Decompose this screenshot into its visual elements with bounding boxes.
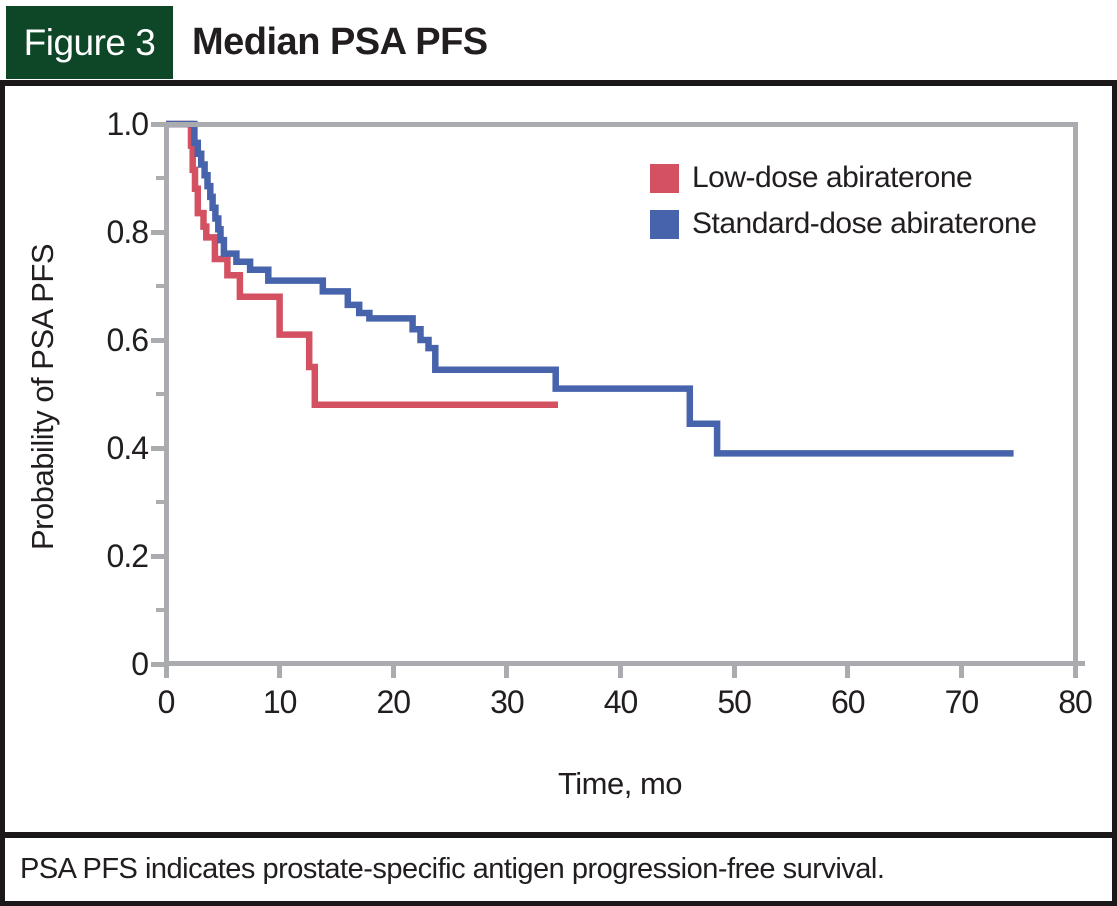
x-tick-mark [618,664,623,678]
y-tick-mark [151,229,165,235]
right-border [1112,86,1117,906]
y-minor-tick-mark [156,176,165,180]
km-curve [166,120,558,409]
x-axis-line [164,661,1085,666]
y-tick-mark [151,337,165,343]
km-curve [166,120,1014,457]
x-tick-label: 70 [944,684,980,720]
plot-frame-top [164,122,1078,127]
legend-swatch [650,163,679,193]
x-tick-mark [163,664,169,678]
y-tick-mark [151,445,165,451]
x-axis-title: Time, mo [557,766,683,801]
figure-header: Figure 3 Median PSA PFS [0,0,1117,80]
legend-item: Standard-dose abiraterone [650,201,1037,247]
y-tick-label: 0.4 [106,430,149,466]
x-tick-mark [390,664,396,678]
y-axis-line [164,122,169,666]
footnote-divider-rule [0,832,1117,838]
x-tick-label: 0 [157,684,176,720]
figure-title: Median PSA PFS [192,21,488,63]
y-minor-tick-mark [156,500,165,504]
legend-label: Standard-dose abiraterone [692,207,1037,240]
y-tick-mark [151,553,165,559]
left-border [0,86,5,906]
legend-swatch [650,209,679,239]
x-tick-mark [958,664,964,678]
legend-label: Low-dose abiraterone [692,161,973,194]
y-tick-label: 1.0 [106,106,149,142]
y-tick-mark [151,661,165,667]
x-tick-label: 50 [717,684,752,720]
y-axis-title: Probability of PSA PFS [25,243,60,551]
y-minor-tick-mark [156,608,165,612]
x-tick-mark [1072,664,1078,678]
figure-label: Figure 3 [23,21,156,63]
y-minor-tick-mark [156,284,165,288]
x-tick-mark [845,664,851,678]
x-tick-mark [504,664,510,678]
y-minor-tick-mark [156,392,165,396]
km-curves-plot [166,120,1014,457]
bottom-border [0,901,1117,906]
figure-label-box: Figure 3 [6,6,173,79]
footnote-text: PSA PFS indicates prostate-specific anti… [20,853,885,885]
plot-frame-right [1073,122,1078,666]
y-tick-label: 0.6 [106,322,149,358]
x-tick-label: 60 [830,684,866,720]
x-tick-mark [731,664,737,678]
footnote: PSA PFS indicates prostate-specific anti… [20,838,1100,901]
y-tick-label: 0 [131,646,149,682]
header-divider-rule [0,80,1117,86]
x-tick-label: 40 [603,684,639,720]
y-tick-mark [151,121,165,127]
y-tick-label: 0.8 [106,214,149,250]
x-tick-label: 20 [376,684,411,720]
x-tick-mark [277,664,283,678]
legend-item: Low-dose abiraterone [650,155,1036,201]
y-tick-label: 0.2 [106,538,149,574]
x-tick-label: 80 [1058,684,1093,720]
x-tick-label: 10 [262,684,298,720]
x-tick-label: 30 [490,684,525,720]
legend: Low-dose abiraterone Standard-dose abirat… [650,155,1037,247]
